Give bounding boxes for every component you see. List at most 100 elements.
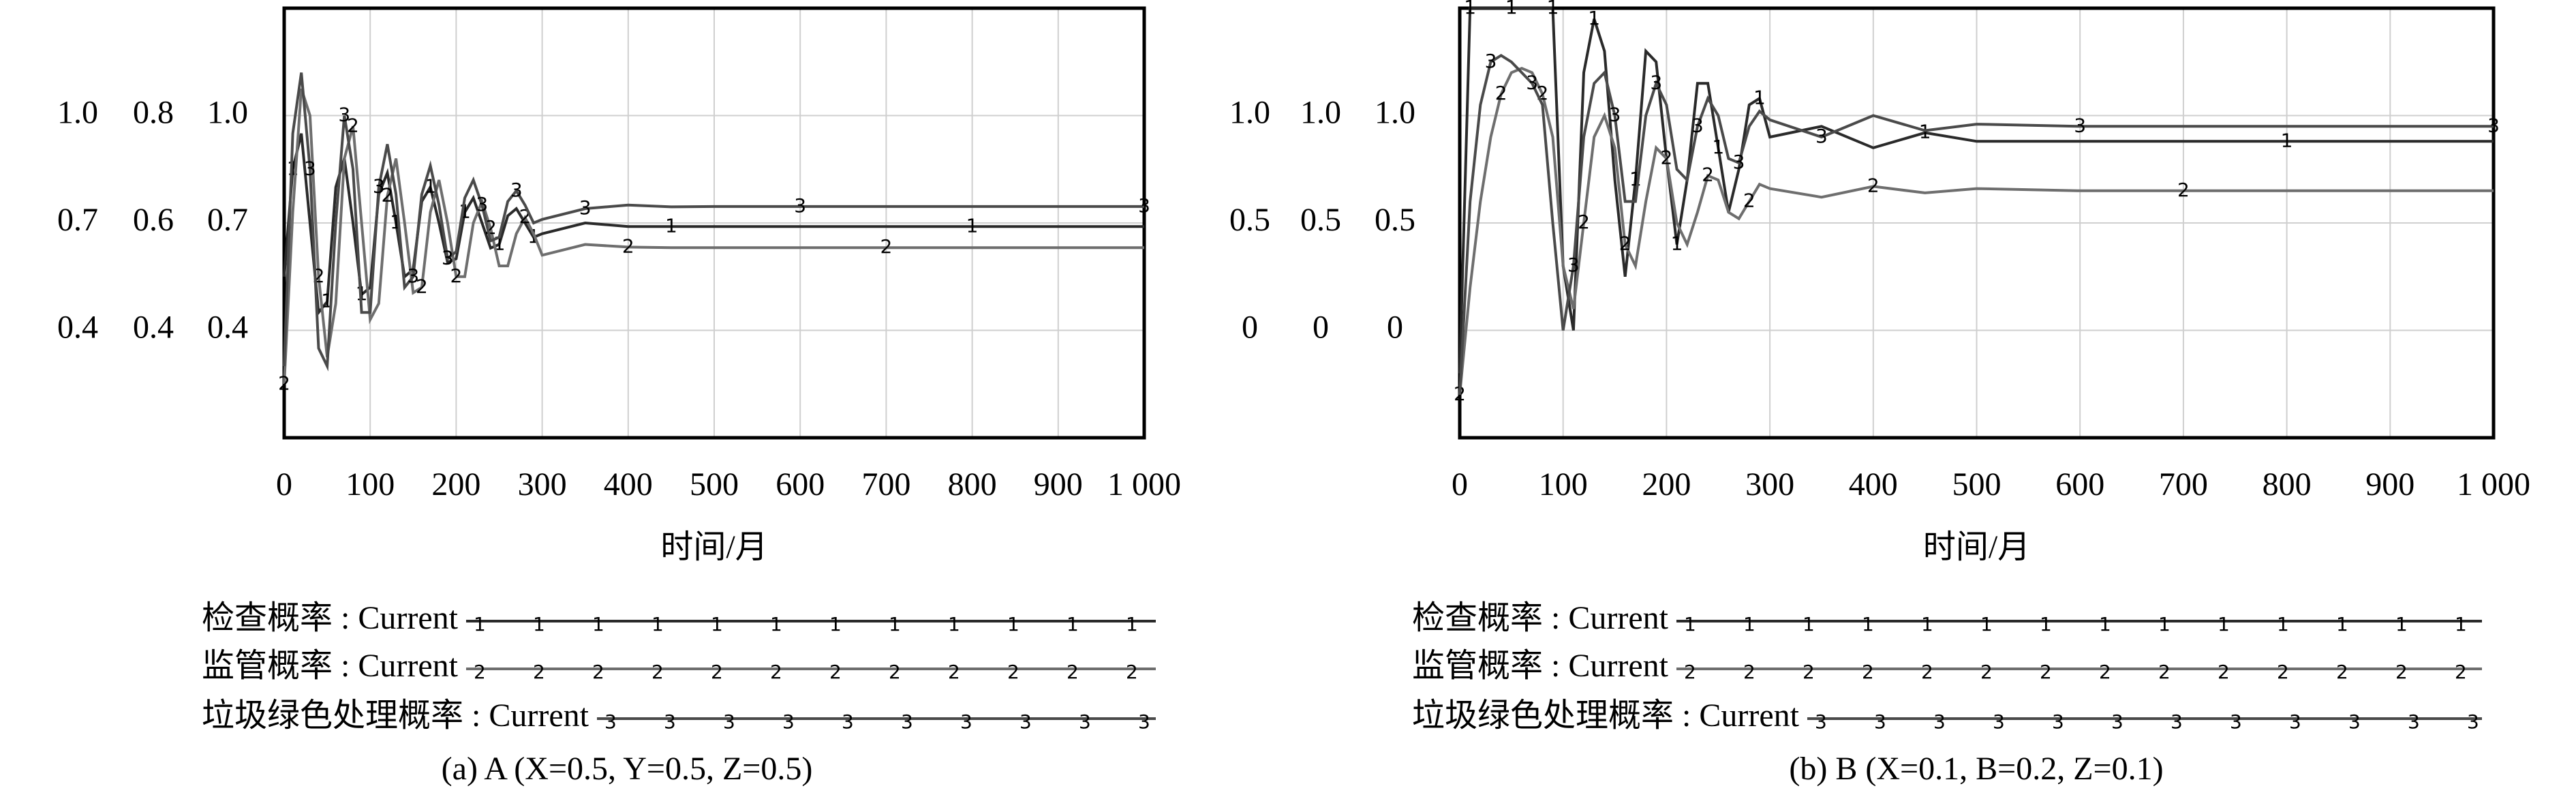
line-marker: 1 — [1712, 136, 1724, 158]
legend-marker: 2 — [533, 661, 545, 683]
x-tick-label: 800 — [2263, 466, 2312, 502]
y-tick-label: 0.7 — [57, 202, 98, 238]
legend-marker: 3 — [842, 710, 854, 733]
legend-marker: 2 — [2040, 661, 2052, 683]
series-line — [1458, 7, 2494, 374]
line-marker: 2 — [416, 275, 428, 298]
legend-marker: 3 — [1933, 710, 1946, 733]
legend-marker: 2 — [829, 661, 842, 683]
legend-marker: 1 — [2395, 613, 2408, 635]
legend-marker: 2 — [1007, 661, 1019, 683]
legend-marker: 2 — [2336, 661, 2348, 683]
legend-label: 监管概率 : Current — [202, 648, 459, 684]
legend-marker: 2 — [2218, 661, 2230, 683]
y-tick-label: 0 — [1313, 310, 1329, 346]
x-tick-label: 1 000 — [2457, 466, 2530, 502]
line-marker: 2 — [1702, 164, 1714, 186]
legend-marker: 1 — [1684, 613, 1696, 635]
legend-marker: 3 — [2111, 710, 2123, 733]
legend-marker: 1 — [711, 613, 723, 635]
x-tick-label: 800 — [948, 466, 997, 502]
legend-marker: 2 — [2395, 661, 2408, 683]
line-marker: 3 — [579, 196, 592, 219]
legend-label: 监管概率 : Current — [1412, 648, 1669, 684]
legend-marker: 3 — [1993, 710, 2005, 733]
legend-marker: 2 — [592, 661, 604, 683]
legend-marker: 3 — [2348, 710, 2361, 733]
y-tick-label: 0.5 — [1229, 202, 1270, 238]
legend-marker: 2 — [711, 661, 723, 683]
line-marker: 3 — [1815, 125, 1828, 147]
series-line — [283, 88, 1144, 385]
line-marker: 2 — [450, 265, 462, 287]
y-tick-label: 1.0 — [1300, 95, 1341, 131]
line-marker: 3 — [2487, 114, 2500, 136]
legend-marker: 1 — [948, 613, 960, 635]
line-marker: 3 — [1691, 114, 1704, 136]
line-marker: 2 — [1578, 211, 1590, 233]
legend-marker: 2 — [1126, 661, 1138, 683]
x-tick-label: 1 000 — [1107, 466, 1181, 502]
legend-marker: 3 — [2230, 710, 2242, 733]
x-tick-label: 0 — [276, 466, 292, 502]
line-marker: 3 — [338, 104, 350, 126]
caption: (a) A (X=0.5, Y=0.5, Z=0.5) — [442, 751, 813, 787]
legend-marker: 3 — [1079, 710, 1091, 733]
series-line — [1458, 67, 2494, 395]
caption: (b) B (X=0.1, B=0.2, Z=0.1) — [1789, 751, 2163, 787]
legend-marker: 3 — [2467, 710, 2479, 733]
line-marker: 3 — [1567, 254, 1580, 276]
legend-marker: 2 — [1980, 661, 1993, 683]
x-tick-label: 900 — [1034, 466, 1083, 502]
y-tick-label: 0.6 — [133, 202, 174, 238]
y-tick-label: 0.4 — [133, 310, 174, 346]
x-tick-label: 700 — [861, 466, 910, 502]
legend-marker: 1 — [2455, 613, 2467, 635]
legend-marker: 2 — [474, 661, 486, 683]
x-tick-label: 600 — [776, 466, 825, 502]
y-tick-label: 0 — [1387, 310, 1403, 346]
x-axis-label: 时间/月 — [1923, 529, 2030, 565]
legend-marker: 1 — [1067, 613, 1079, 635]
line-marker: 2 — [278, 372, 290, 394]
line-marker: 2 — [880, 235, 892, 258]
y-tick-label: 0 — [1242, 310, 1258, 346]
line-marker: 3 — [1650, 71, 1662, 93]
y-tick-label: 0.4 — [207, 310, 248, 346]
line-marker: 3 — [304, 157, 316, 179]
x-tick-label: 200 — [1642, 466, 1691, 502]
line-marker: 1 — [1753, 86, 1766, 108]
legend-marker: 1 — [889, 613, 901, 635]
y-tick-label: 0.5 — [1375, 202, 1415, 238]
x-tick-label: 100 — [346, 466, 395, 502]
y-tick-label: 1.0 — [207, 95, 248, 131]
legend-label: 检查概率 : Current — [202, 600, 459, 636]
line-marker: 1 — [1671, 232, 1683, 255]
legend-marker: 3 — [2052, 710, 2064, 733]
x-tick-label: 500 — [690, 466, 739, 502]
line-marker: 3 — [1526, 71, 1538, 93]
legend-marker: 3 — [1019, 710, 1032, 733]
legend-marker: 2 — [1803, 661, 1815, 683]
line-marker: 3 — [1138, 194, 1150, 217]
legend-marker: 2 — [1921, 661, 1933, 683]
x-tick-label: 100 — [1539, 466, 1588, 502]
series-line — [283, 72, 1144, 372]
legend-marker: 2 — [1684, 661, 1696, 683]
line-marker: 2 — [622, 235, 634, 257]
plot-frame — [1458, 6, 2496, 440]
legend-marker: 3 — [1815, 710, 1827, 733]
line-marker: 1 — [1505, 0, 1518, 18]
plot-frame — [282, 6, 1146, 440]
legend-marker: 2 — [2455, 661, 2467, 683]
legend-marker: 2 — [770, 661, 782, 683]
legend-marker: 1 — [829, 613, 842, 635]
line-marker: 2 — [347, 114, 359, 136]
series-line — [1458, 53, 2494, 395]
legend-marker: 1 — [1980, 613, 1993, 635]
legend-marker: 1 — [2218, 613, 2230, 635]
y-tick-label: 0.4 — [57, 310, 98, 346]
legend-marker: 1 — [2336, 613, 2348, 635]
legend-marker: 1 — [1126, 613, 1138, 635]
